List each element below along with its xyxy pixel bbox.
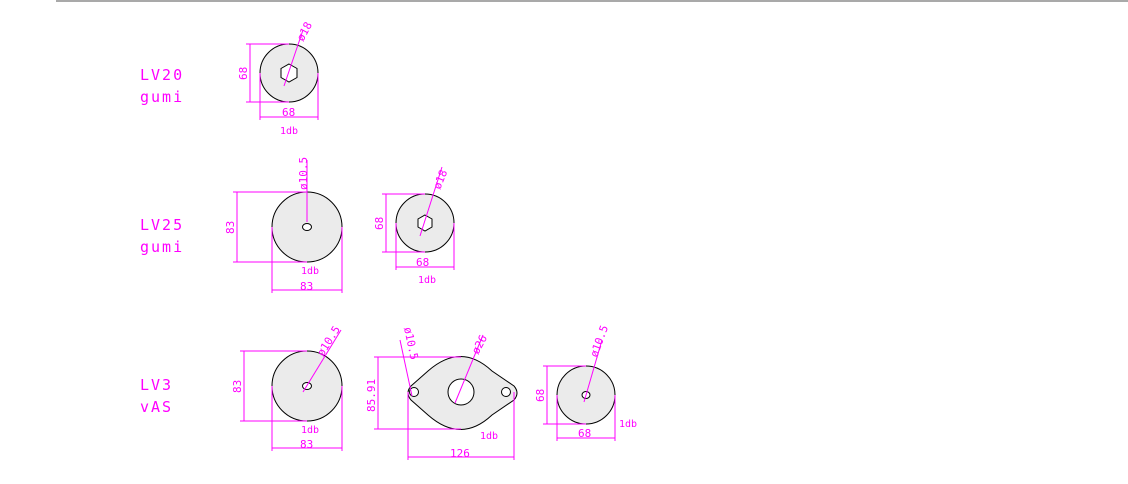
width-label: 68: [282, 106, 295, 119]
diameter-label: ø18: [294, 20, 315, 44]
lv3-part-b: ø26 ø10.5 85.91 1db 126: [365, 326, 518, 460]
quantity-label: 1db: [619, 419, 637, 430]
diameter-label: ø10.5: [315, 324, 344, 359]
height-label: 83: [224, 221, 237, 234]
diameter-leader: [419, 166, 443, 237]
diameter-label: ø10.5: [588, 323, 612, 359]
hexagon-hole: [280, 63, 298, 83]
width-label: 83: [300, 280, 313, 293]
row-lv25-name: LV25: [140, 216, 184, 234]
diameter-leader: [302, 329, 342, 393]
bolt-hole: [302, 223, 312, 231]
quantity-label: 1db: [301, 266, 319, 277]
row-lv25-material: gumi: [140, 238, 184, 256]
width-label: 68: [416, 256, 429, 269]
lv25-part-b: ø18 68 68 1db: [373, 166, 455, 286]
width-label: 126: [450, 447, 470, 460]
quantity-label: 1db: [480, 431, 498, 442]
quantity-label: 1db: [280, 126, 298, 137]
height-label: 85.91: [365, 379, 378, 412]
height-label: 83: [231, 380, 244, 393]
side-hole-diameter-label: ø10.5: [401, 326, 421, 361]
lv25-part-a: ø10.5 83 1db 83: [224, 157, 343, 293]
width-label: 83: [300, 438, 313, 451]
center-diameter-label: ø26: [469, 333, 490, 357]
quantity-label: 1db: [301, 425, 319, 436]
diameter-label: ø18: [431, 168, 450, 191]
row-lv20-material: gumi: [140, 88, 184, 106]
hexagon-hole: [417, 214, 433, 232]
height-label: 68: [237, 67, 250, 80]
row-lv20-name: LV20: [140, 66, 184, 84]
top-border-line: [56, 0, 1128, 2]
width-label: 68: [578, 427, 591, 440]
row-lv3-name: LV3: [140, 376, 173, 394]
quantity-label: 1db: [418, 275, 436, 286]
lv3-part-c: ø10.5 68 68 1db: [534, 323, 637, 441]
lv20-part-a: ø18 68 68 1db: [237, 20, 319, 137]
row-lv3-material: vAS: [140, 398, 173, 416]
height-label: 68: [534, 389, 547, 402]
lv3-part-a: ø10.5 83 1db 83: [231, 324, 343, 451]
center-hole: [447, 378, 475, 406]
diameter-leader: [283, 29, 304, 87]
diameter-label: ø10.5: [297, 157, 310, 190]
side-hole-leader: [399, 339, 413, 397]
height-label: 68: [373, 217, 386, 230]
diameter-leader: [583, 339, 603, 403]
side-hole-right: [501, 387, 511, 397]
center-diameter-leader: [454, 334, 484, 404]
